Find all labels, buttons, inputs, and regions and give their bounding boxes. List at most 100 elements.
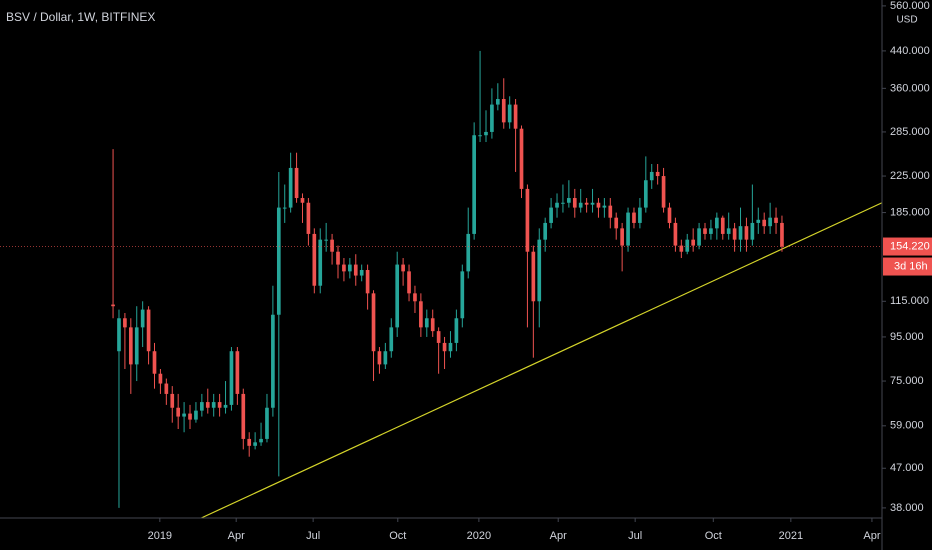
candle-body [732, 228, 737, 240]
candle-body [661, 176, 666, 208]
y-tick-label: 38.000 [890, 502, 924, 514]
candle-body [501, 99, 506, 123]
last-price-label: 154.220 [890, 240, 930, 252]
candle-body [365, 269, 370, 294]
y-tick-label: 115.000 [890, 295, 929, 307]
candle-body [176, 407, 181, 417]
candle-body [649, 171, 654, 181]
candle-body [626, 212, 630, 246]
candle-body [643, 180, 648, 208]
candle-body [673, 222, 678, 246]
candle-body [478, 135, 482, 137]
candle-body [342, 264, 346, 272]
candle-body [549, 207, 553, 223]
y-tick-label: 75.000 [890, 375, 924, 387]
candle-body [513, 104, 518, 129]
candle-body [726, 228, 731, 234]
candle-body [253, 442, 257, 446]
candle-body [247, 438, 252, 446]
plot-area [111, 50, 883, 519]
candle-body [276, 207, 281, 315]
candle-body [561, 202, 565, 204]
candle-body [454, 318, 459, 343]
x-tick-label: Jul [306, 530, 320, 542]
candle-body [134, 327, 139, 365]
candle-body [306, 202, 311, 234]
candle-body [419, 301, 423, 328]
candle-body [140, 309, 145, 328]
candle-body [312, 233, 317, 286]
candle-body [495, 99, 500, 105]
candle-body [525, 188, 530, 252]
candle-body [318, 239, 323, 286]
candle-body [584, 202, 589, 205]
candle-body [567, 198, 571, 203]
trendline [201, 202, 883, 519]
candle-body [217, 402, 222, 408]
candle-body [430, 318, 435, 332]
candle-body [466, 233, 471, 272]
candle-body [182, 413, 186, 417]
candle-body [442, 342, 447, 352]
candle-body [519, 128, 524, 189]
candle-body [436, 331, 441, 343]
candle-body [205, 402, 210, 408]
candle-body [448, 342, 453, 352]
x-tick-label: Apr [863, 530, 880, 542]
countdown-box [883, 257, 932, 276]
candle-body [123, 318, 127, 328]
candle-body [413, 293, 417, 302]
candle-body [348, 264, 352, 272]
candle-body [336, 251, 340, 265]
candle-body [555, 202, 559, 208]
x-tick-label: Jul [628, 530, 642, 542]
candle-body [407, 271, 411, 294]
candle-body [543, 222, 548, 240]
candle-body [146, 309, 151, 352]
x-tick-label: Oct [705, 530, 722, 542]
candle-body [359, 269, 364, 276]
candle-body [324, 239, 328, 241]
countdown-label: 3d 16h [894, 260, 928, 272]
candle-body [679, 245, 684, 252]
candle-body [424, 318, 429, 328]
candle-body [460, 271, 465, 319]
candle-body [259, 438, 263, 443]
candle-body [235, 351, 240, 394]
x-tick-label: Apr [550, 530, 567, 542]
candle-body [170, 393, 175, 408]
candle-body [738, 226, 743, 240]
x-tick-label: Apr [228, 530, 245, 542]
candle-body [395, 264, 400, 328]
candle-body [194, 410, 198, 420]
x-tick-label: 2020 [467, 530, 491, 542]
candle-body [620, 228, 624, 246]
candle-body [578, 202, 583, 208]
candle-body [330, 239, 334, 252]
y-tick-label: 285.000 [890, 126, 930, 138]
candle-body [294, 167, 299, 199]
candle-body [241, 393, 246, 439]
candle-body [590, 202, 595, 205]
currency-label: USD [896, 15, 917, 26]
candle-body [401, 264, 405, 272]
candle-body [300, 198, 305, 203]
candle-body [537, 239, 542, 302]
candle-body [602, 205, 607, 208]
candle-body [667, 207, 672, 223]
candle-body [188, 413, 192, 420]
y-tick-label: 440.000 [890, 45, 930, 57]
candle-body [762, 219, 767, 227]
candle-body [377, 351, 382, 365]
candle-body [288, 167, 293, 208]
y-tick-label: 360.000 [890, 82, 930, 94]
candle-body [703, 228, 707, 234]
candle-body [111, 304, 115, 307]
candle-body [353, 264, 358, 276]
candle-body [596, 202, 601, 208]
candle-body [507, 104, 512, 123]
candle-body [768, 217, 772, 227]
candle-body [614, 217, 619, 229]
